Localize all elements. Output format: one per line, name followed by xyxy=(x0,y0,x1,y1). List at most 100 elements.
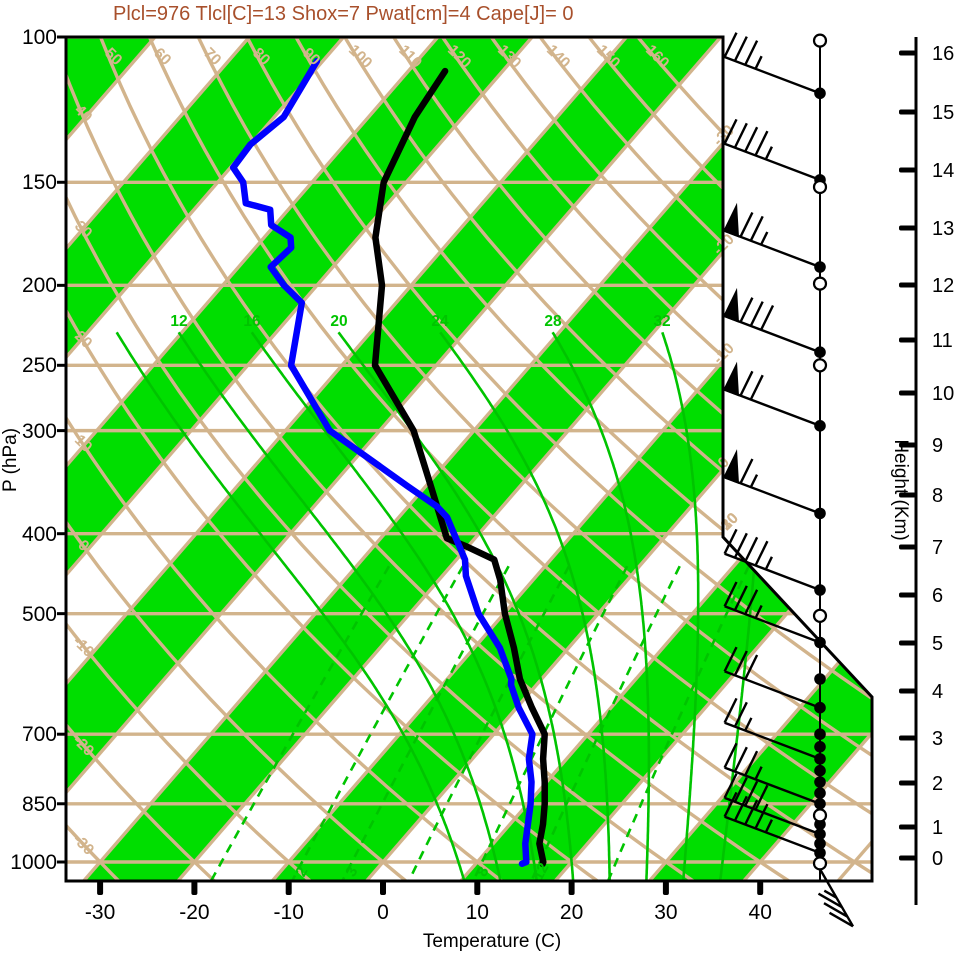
wind-barb-full xyxy=(749,215,764,242)
chart-title: Plcl=976 Tlcl[C]=13 Shox=7 Pwat[cm]=4 Ca… xyxy=(113,3,573,25)
mixing-ratio-line xyxy=(408,565,571,881)
isotherm-line xyxy=(66,37,644,881)
pressure-tick xyxy=(57,180,66,184)
dry-adiabat-line xyxy=(66,37,620,881)
moist-adiabat-line xyxy=(115,331,466,881)
temperature-tick xyxy=(97,881,104,895)
wind-barb-staff xyxy=(724,388,821,427)
wind-barb-full xyxy=(744,40,759,66)
temperature-tick-label: -30 xyxy=(85,901,115,924)
wind-barb xyxy=(723,697,821,761)
moist-adiabat-label: 12 xyxy=(170,313,187,330)
height-tick-label: 3 xyxy=(932,728,943,750)
mixing-ratio-line xyxy=(530,565,681,881)
wind-barb-half xyxy=(764,146,773,160)
pressure-tick-label: 400 xyxy=(22,523,57,546)
wind-barb-half xyxy=(764,819,773,833)
wind-barb-full xyxy=(828,911,854,928)
pressure-tick-label: 850 xyxy=(22,793,57,816)
moist-adiabat-line xyxy=(439,331,611,881)
wind-barb-half xyxy=(760,231,769,246)
wind-barb xyxy=(723,742,821,805)
moist-adiabat-line xyxy=(177,331,502,881)
height-tick xyxy=(899,282,916,288)
wind-barb-flag xyxy=(722,202,740,238)
green-band xyxy=(66,37,549,881)
wind-barb-flag xyxy=(722,287,740,323)
wind-barb-full xyxy=(739,297,754,323)
temperature-tick-label: -20 xyxy=(179,901,209,924)
pressure-tick xyxy=(57,532,66,536)
height-tick-label: 9 xyxy=(932,435,943,457)
isotherm-line xyxy=(66,37,739,881)
mixing-ratio-line xyxy=(341,565,510,881)
pressure-tick xyxy=(57,612,66,616)
wind-barb-full xyxy=(723,773,738,799)
wind-barb xyxy=(722,287,821,354)
temperature-tick xyxy=(285,881,292,895)
pressure-tick-label: 200 xyxy=(22,274,57,297)
green-band xyxy=(447,37,872,881)
mixing-ratio-label: 12 xyxy=(529,860,552,883)
wind-barb-half xyxy=(823,889,838,899)
height-tick xyxy=(899,688,916,694)
wind-barb-half xyxy=(754,604,763,619)
dry-adiabat-line xyxy=(66,37,329,881)
temperature-tick-label: 40 xyxy=(749,901,772,924)
pressure-tick-label: 150 xyxy=(22,171,57,194)
dry-adiabat-line xyxy=(236,37,872,881)
moist-adiabat-label: 32 xyxy=(653,313,670,330)
height-tick-label: 10 xyxy=(932,383,954,405)
pressure-tick xyxy=(57,732,66,736)
wind-barb-half xyxy=(754,766,763,780)
wind-barb-full xyxy=(723,742,738,769)
height-tick-label: 16 xyxy=(932,43,954,65)
height-tick xyxy=(899,735,916,741)
wind-barb-full xyxy=(739,458,754,484)
wind-barb-full xyxy=(723,528,738,555)
height-tick xyxy=(899,390,916,396)
wind-barb-full xyxy=(733,776,748,803)
dewpoint-curve xyxy=(229,57,536,868)
wind-barb-full xyxy=(723,697,738,724)
height-tick-label: 11 xyxy=(932,330,953,352)
height-axis-label: Height (Km) xyxy=(890,439,911,540)
green-band xyxy=(66,37,737,881)
pressure-tick xyxy=(57,35,66,39)
green-band xyxy=(66,37,360,881)
wind-barb-full xyxy=(744,589,759,615)
pressure-tick-label: 700 xyxy=(22,723,57,746)
wind-barb xyxy=(723,118,821,182)
wind-open-circle xyxy=(812,276,828,291)
dry-adiabat-line xyxy=(66,37,232,881)
height-tick xyxy=(899,442,916,448)
wind-barb-full xyxy=(744,799,759,826)
height-tick xyxy=(899,492,916,498)
wind-barb xyxy=(722,361,821,427)
height-tick-label: 2 xyxy=(932,773,943,795)
wind-barb-full xyxy=(733,122,748,149)
dry-adiabat-line xyxy=(525,37,872,881)
wind-barb-full xyxy=(744,780,759,807)
wind-open-circle xyxy=(812,808,828,823)
dry-adiabat-line xyxy=(477,37,872,881)
height-tick xyxy=(899,592,916,598)
mixing-ratio-line xyxy=(291,565,465,881)
wind-level-dot xyxy=(814,776,826,788)
wind-barb-full xyxy=(723,581,738,607)
moist-adiabat-label: 20 xyxy=(330,313,347,330)
green-band xyxy=(70,37,872,881)
height-tick-label: 15 xyxy=(932,102,954,124)
wind-barb-full xyxy=(823,902,849,918)
dry-adiabat-line xyxy=(140,37,872,881)
wind-barb-staff xyxy=(724,142,821,182)
wind-open-circle xyxy=(812,608,828,623)
wind-barb-full xyxy=(733,650,748,676)
height-tick-label: 6 xyxy=(932,585,943,607)
height-tick xyxy=(899,544,916,550)
wind-barb xyxy=(722,202,821,269)
wind-barb-staff xyxy=(724,55,821,95)
height-tick xyxy=(899,824,916,830)
